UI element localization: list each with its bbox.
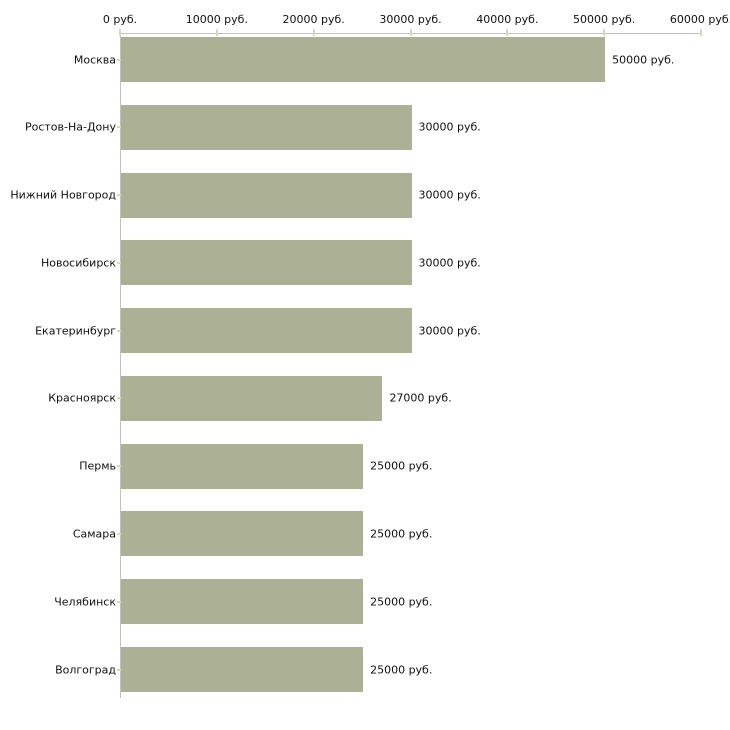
y-axis-tick-mark xyxy=(117,58,121,61)
x-axis-tick-label: 60000 руб. xyxy=(669,13,730,26)
bar xyxy=(121,240,412,286)
y-axis-tick-mark xyxy=(117,668,121,671)
y-axis-tick-mark xyxy=(117,532,121,535)
category-label: Челябинск xyxy=(54,595,116,609)
x-axis-tick-label: 50000 руб. xyxy=(573,13,636,26)
category-label: Нижний Новгород xyxy=(10,188,116,202)
value-label: 25000 руб. xyxy=(370,527,433,541)
x-axis-tick-mark xyxy=(700,29,702,36)
bar xyxy=(121,579,364,625)
category-label: Красноярск xyxy=(48,391,116,405)
x-axis-tick-mark xyxy=(409,29,412,36)
y-axis-tick-mark xyxy=(117,600,121,603)
x-axis-tick-label: 10000 руб. xyxy=(185,13,248,26)
category-label: Волгоград xyxy=(55,663,116,677)
y-axis-tick-mark xyxy=(117,194,121,197)
x-axis-tick-label: 20000 руб. xyxy=(282,13,345,26)
x-axis-tick-mark xyxy=(603,29,606,36)
bar xyxy=(121,511,364,557)
category-label: Новосибирск xyxy=(40,256,116,270)
y-axis-line xyxy=(120,33,121,698)
value-label: 30000 руб. xyxy=(418,120,481,134)
y-axis-tick-mark xyxy=(117,329,121,332)
value-label: 27000 руб. xyxy=(389,391,452,405)
x-axis-tick-mark xyxy=(312,29,315,36)
category-label: Самара xyxy=(72,527,116,541)
value-label: 25000 руб. xyxy=(370,663,433,677)
value-label: 25000 руб. xyxy=(370,459,433,473)
category-label: Ростов-На-Дону xyxy=(24,120,116,134)
bar xyxy=(121,443,364,489)
y-axis-tick-mark xyxy=(117,397,121,400)
bar xyxy=(121,37,606,82)
x-axis-tick-mark xyxy=(215,29,218,36)
bar xyxy=(121,375,383,421)
bar xyxy=(121,647,364,693)
y-axis-tick-mark xyxy=(117,261,121,264)
x-axis-tick-mark xyxy=(506,29,509,36)
y-axis-tick-mark xyxy=(117,126,121,129)
value-label: 25000 руб. xyxy=(370,595,433,609)
x-axis-tick-mark xyxy=(119,29,121,36)
bar xyxy=(121,172,412,218)
bar xyxy=(121,104,412,150)
bar xyxy=(121,308,412,354)
value-label: 50000 руб. xyxy=(612,53,675,66)
category-label: Пермь xyxy=(79,459,116,473)
category-label: Екатеринбург xyxy=(35,324,116,338)
x-axis-tick-label: 40000 руб. xyxy=(476,13,539,26)
x-axis-tick-label: 0 руб. xyxy=(102,13,138,26)
x-axis-tick-label: 30000 руб. xyxy=(379,13,442,26)
category-label: Москва xyxy=(73,53,116,66)
value-label: 30000 руб. xyxy=(418,324,481,338)
y-axis-tick-mark xyxy=(117,465,121,468)
value-label: 30000 руб. xyxy=(418,256,481,270)
value-label: 30000 руб. xyxy=(418,188,481,202)
